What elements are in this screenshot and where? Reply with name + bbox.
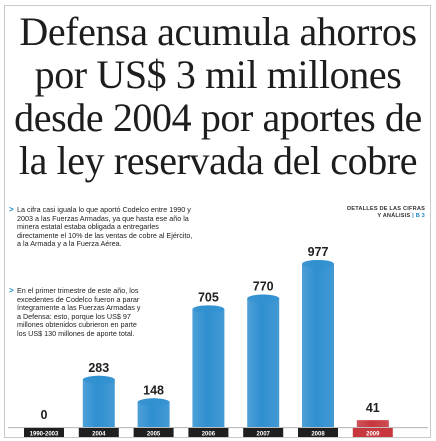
category-label-2009: 2009	[366, 432, 380, 438]
headline-line: desde 2004 por aportes de	[14, 95, 422, 140]
value-label-2006: 705	[198, 290, 219, 304]
bullet-line: 2003 a las Fuerzas Armadas, ya que hasta…	[17, 213, 189, 223]
bullet-line: millones obtenidos cubrieron en parte	[17, 320, 137, 330]
bullet-arrow-icon: >	[9, 286, 14, 295]
category-tab-2006	[188, 428, 229, 437]
bullet-line: a la Armada y a la Fuerza Aérea.	[17, 239, 122, 249]
details-reference: DETALLES DE LAS CIFRAS Y ANÁLISIS | B 3	[347, 206, 425, 220]
value-label-2009: 41	[366, 401, 380, 415]
bar-2006	[192, 305, 225, 427]
value-label-1990-2003: 0	[41, 408, 48, 422]
bar-2007	[247, 294, 280, 427]
category-label-2007: 2007	[257, 432, 271, 438]
category-tab-2004	[78, 428, 119, 437]
bar-top-2004	[82, 375, 115, 384]
details-reference-line-2: Y ANÁLISIS | B 3	[347, 213, 425, 220]
bullet-arrow-icon: >	[9, 205, 14, 214]
category-tab-2005	[133, 428, 174, 437]
bar-2004	[82, 375, 115, 427]
bullet-line: a Defensa: esto, porque los US$ 97	[17, 311, 131, 321]
bullet-line: La cifra casi iguala lo que aportó Codel…	[17, 205, 191, 214]
bullet-line: excedentes de Codelco fueron a parar	[17, 294, 140, 304]
headline: Defensa acumula ahorros por US$ 3 mil mi…	[0, 10, 436, 182]
category-label-1990-2003: 1990-2003	[30, 432, 59, 438]
category-tab-2008	[298, 428, 338, 437]
category-label-2005: 2005	[147, 432, 161, 438]
headline-line: la ley reservada del cobre	[18, 138, 418, 183]
value-label-2005: 148	[143, 383, 164, 397]
value-label-2008: 977	[308, 245, 329, 259]
bar-top-2008	[302, 260, 334, 268]
details-reference-line: DETALLES DE LAS CIFRAS	[347, 206, 425, 212]
page-reference: | B 3	[412, 213, 425, 219]
bar-top-2005	[137, 398, 170, 407]
bar-top-2006	[192, 305, 225, 314]
bullet-paragraph: > La cifra casi iguala lo que aportó Cod…	[9, 205, 193, 249]
category-label-2006: 2006	[202, 432, 216, 438]
bar-2009	[356, 420, 389, 427]
bar-2008	[302, 260, 334, 427]
bullet-line: directamente el 10% de las ventas de cob…	[17, 230, 193, 240]
bar-top-2007	[247, 294, 280, 303]
category-tab-2007	[243, 428, 284, 437]
bullet-line: los US$ 130 millones de aporte total.	[17, 328, 135, 338]
details-reference-text: Y ANÁLISIS	[377, 213, 411, 219]
bullet-line: íntegramente a las Fuerzas Armadas y	[17, 303, 141, 313]
value-label-2004: 283	[88, 361, 109, 375]
bullet-line: minera estatal estaba obligada a entrega…	[17, 222, 159, 232]
value-label-2007: 770	[253, 280, 274, 294]
category-tab-2009	[352, 428, 393, 437]
category-tab-1990-2003	[24, 428, 64, 437]
chart-baseline	[8, 427, 428, 429]
headline-line: por US$ 3 mil millones	[34, 52, 402, 97]
category-label-2008: 2008	[311, 432, 325, 438]
bullet-paragraph: > En el primer trimestre de este año, lo…	[9, 286, 141, 339]
category-label-2004: 2004	[92, 432, 106, 438]
headline-line: Defensa acumula ahorros	[19, 9, 417, 54]
bullet-line: En el primer trimestre de este año, los	[17, 286, 139, 295]
